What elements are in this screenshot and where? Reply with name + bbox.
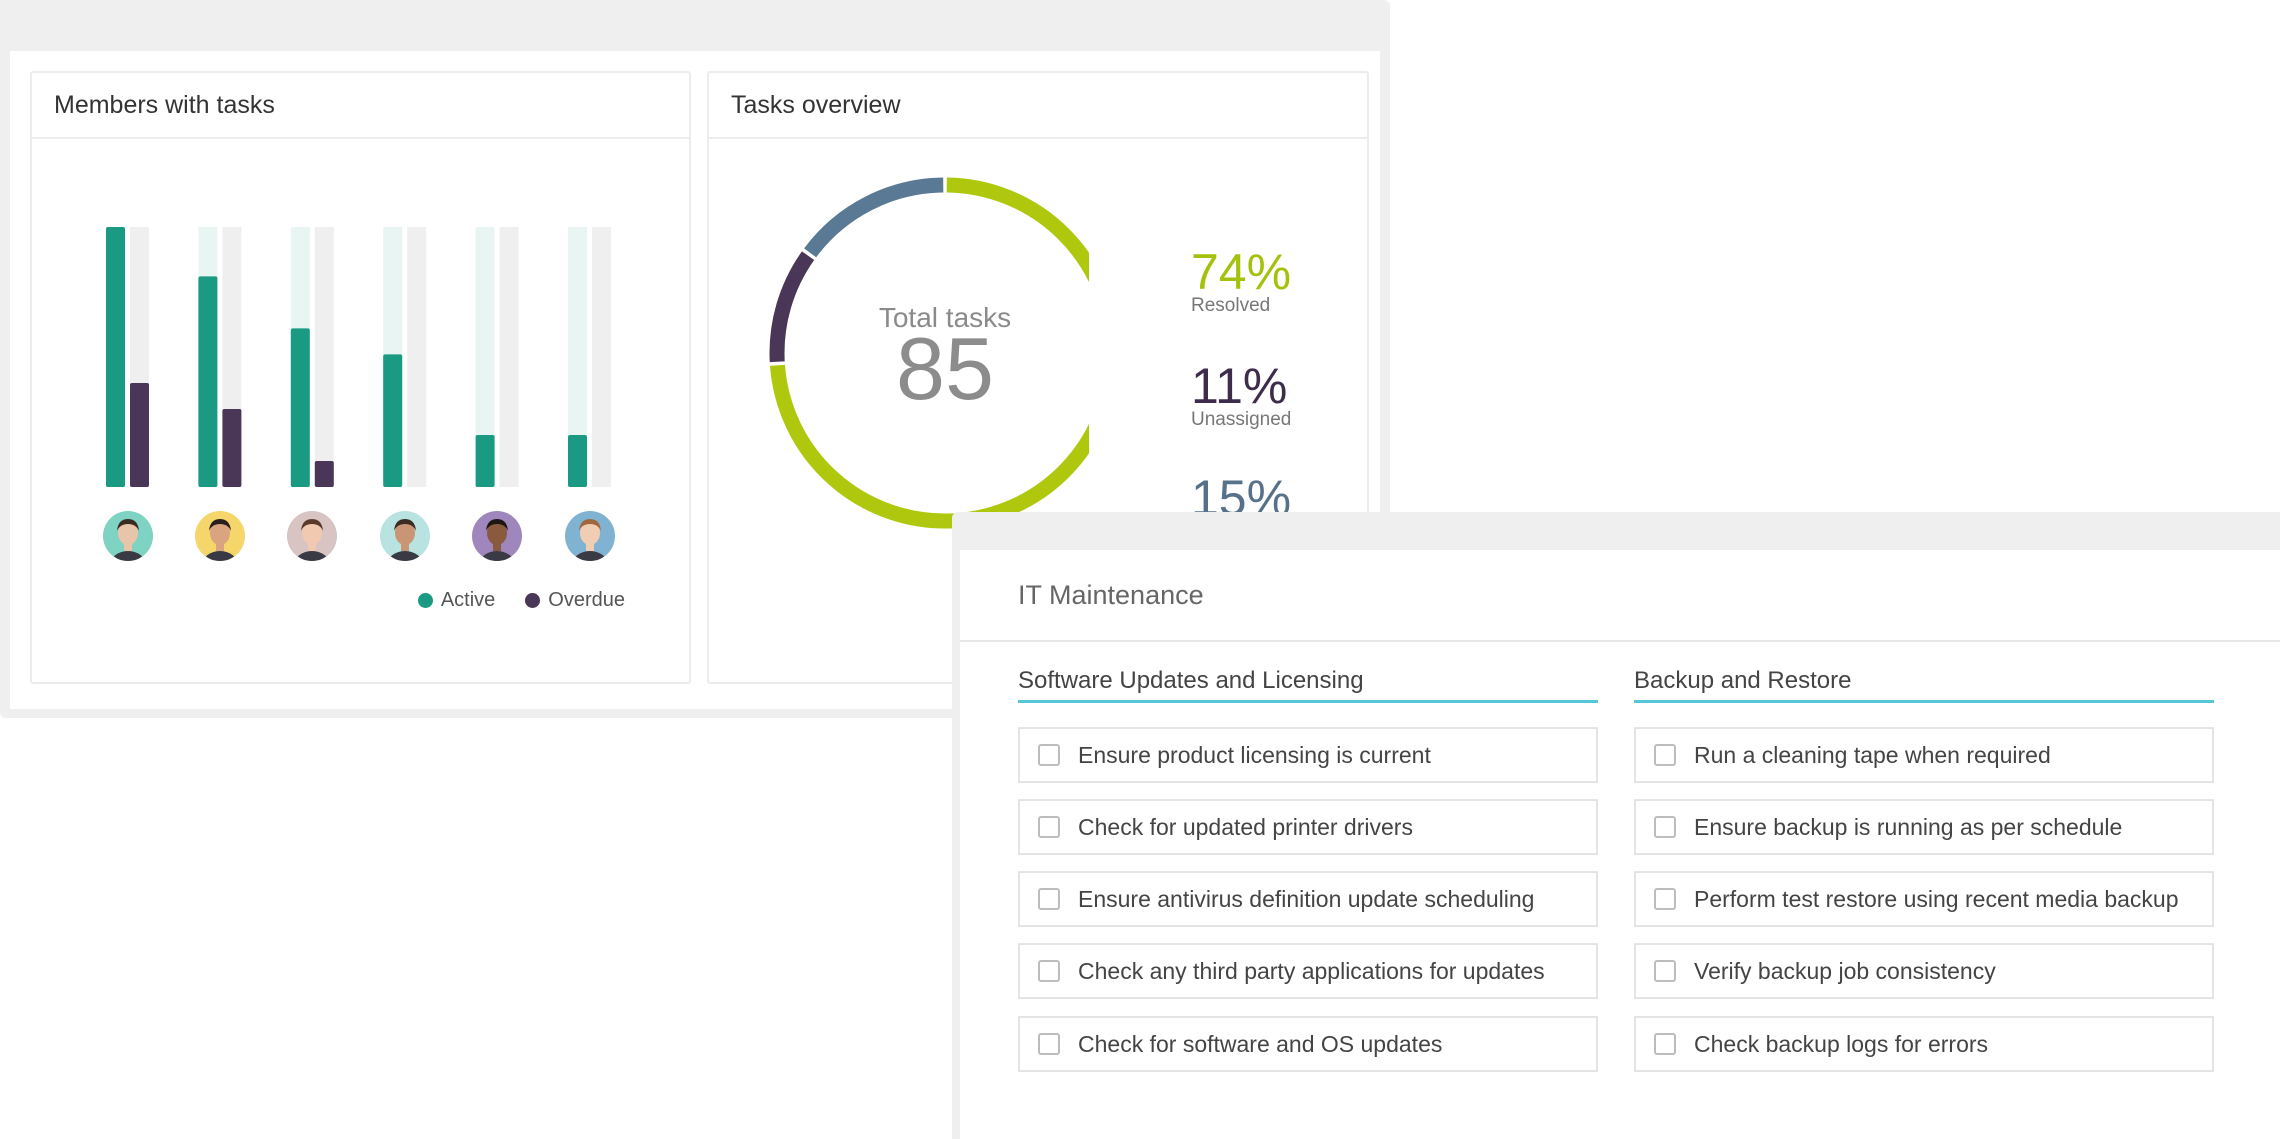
checkbox[interactable]: [1654, 888, 1676, 910]
bar-active: [106, 227, 125, 487]
checkbox[interactable]: [1654, 816, 1676, 838]
checkbox[interactable]: [1038, 888, 1060, 910]
bar-track: [475, 227, 495, 487]
legend-active-label: Active: [440, 589, 496, 611]
checklist-content: IT Maintenance Software Updates and Lice…: [960, 550, 2280, 1139]
stat-resolved-value: 74%: [1191, 244, 1292, 300]
legend-overdue-label: Overdue: [548, 589, 625, 611]
members-card-title: Members with tasks: [32, 73, 689, 139]
checkbox[interactable]: [1038, 960, 1060, 982]
stat-unassigned: 11% Unassigned: [1191, 359, 1291, 431]
checklist-item-label: Check any third party applications for u…: [1078, 957, 1545, 984]
bar-active: [568, 435, 587, 487]
donut-segment-3: [804, 177, 944, 258]
checklist-item-label: Ensure backup is running as per schedule: [1694, 813, 2123, 840]
checkbox[interactable]: [1654, 744, 1676, 766]
checklist-item-label: Ensure antivirus definition update sched…: [1078, 885, 1535, 912]
chart-legend: Active Overdue: [417, 589, 625, 612]
checklist-item[interactable]: Ensure antivirus definition update sched…: [1018, 871, 1598, 927]
donut-center-label: Total tasks: [879, 302, 1011, 333]
checklist-item-label: Ensure product licensing is current: [1078, 741, 1431, 768]
checklist-item-label: Run a cleaning tape when required: [1694, 741, 2051, 768]
bar-active: [475, 435, 495, 487]
members-with-tasks-card: Members with tasks Active Overdue: [30, 71, 691, 684]
checklist-items: Ensure product licensing is current Chec…: [1018, 727, 1598, 1072]
checklist-title: IT Maintenance: [960, 550, 2280, 642]
checklist-items: Run a cleaning tape when required Ensure…: [1634, 727, 2214, 1072]
stat-unassigned-label: Unassigned: [1191, 409, 1292, 430]
section-software-updates: Software Updates and Licensing Ensure pr…: [1018, 662, 1598, 1088]
avatar[interactable]: [564, 511, 615, 561]
bar-overdue: [130, 383, 149, 487]
bar-track: [592, 227, 611, 487]
stat-unassigned-value: 11%: [1191, 358, 1288, 414]
bar-active: [290, 328, 310, 487]
avatar[interactable]: [287, 511, 338, 561]
section-title: Software Updates and Licensing: [1018, 662, 1598, 703]
legend-active: Active: [417, 589, 496, 612]
section-backup-restore: Backup and Restore Run a cleaning tape w…: [1634, 662, 2214, 1088]
checklist-item[interactable]: Run a cleaning tape when required: [1634, 727, 2214, 783]
avatar[interactable]: [379, 511, 430, 561]
checklist-item[interactable]: Check for updated printer drivers: [1018, 799, 1598, 855]
checklist-item-label: Perform test restore using recent media …: [1694, 885, 2179, 912]
checklist-item[interactable]: Verify backup job consistency: [1634, 943, 2214, 999]
dashboard-window: Members with tasks Active Overdue Tasks …: [0, 0, 1390, 718]
legend-overdue: Overdue: [525, 589, 625, 612]
checkbox[interactable]: [1038, 1033, 1060, 1055]
bar-overdue: [314, 461, 334, 487]
members-bar-chart: [106, 227, 611, 487]
dashboard-content: Members with tasks Active Overdue Tasks …: [10, 51, 1380, 709]
bar-track: [499, 227, 519, 487]
checkbox[interactable]: [1038, 744, 1060, 766]
checklist-item[interactable]: Ensure product licensing is current: [1018, 727, 1598, 783]
donut-segment-2: [769, 251, 815, 363]
checklist-item[interactable]: Check any third party applications for u…: [1018, 943, 1598, 999]
checklist-window: IT Maintenance Software Updates and Lice…: [952, 512, 2280, 1139]
checklist-item-label: Check backup logs for errors: [1694, 1030, 1989, 1057]
section-title: Backup and Restore: [1634, 662, 2214, 703]
checklist-item[interactable]: Check for software and OS updates: [1018, 1016, 1598, 1072]
checklist-item[interactable]: Perform test restore using recent media …: [1634, 871, 2214, 927]
bar-track: [407, 227, 427, 487]
checkbox[interactable]: [1654, 960, 1676, 982]
bar-track: [568, 227, 587, 487]
avatar[interactable]: [102, 511, 153, 561]
legend-active-dot: [417, 593, 433, 608]
checklist-item[interactable]: Ensure backup is running as per schedule: [1634, 799, 2214, 855]
legend-overdue-dot: [525, 593, 541, 608]
donut-center-value: 85: [896, 319, 994, 418]
checklist-item-label: Check for updated printer drivers: [1078, 813, 1413, 840]
avatar[interactable]: [194, 511, 245, 561]
avatar[interactable]: [472, 511, 523, 561]
checkbox[interactable]: [1038, 816, 1060, 838]
stat-resolved-label: Resolved: [1191, 295, 1271, 316]
checklist-item[interactable]: Check backup logs for errors: [1634, 1016, 2214, 1072]
bar-active: [198, 276, 218, 487]
bar-active: [383, 354, 403, 487]
overview-card-title: Tasks overview: [709, 73, 1367, 139]
stat-resolved: 74% Resolved: [1191, 245, 1291, 317]
donut-segment-1: [769, 177, 1089, 529]
checklist-item-label: Verify backup job consistency: [1694, 957, 1996, 984]
checkbox[interactable]: [1654, 1033, 1676, 1055]
bar-track: [314, 227, 334, 487]
tasks-donut-chart: Total tasks 85: [769, 177, 1089, 529]
bar-overdue: [222, 409, 242, 487]
checklist-item-label: Check for software and OS updates: [1078, 1030, 1443, 1057]
